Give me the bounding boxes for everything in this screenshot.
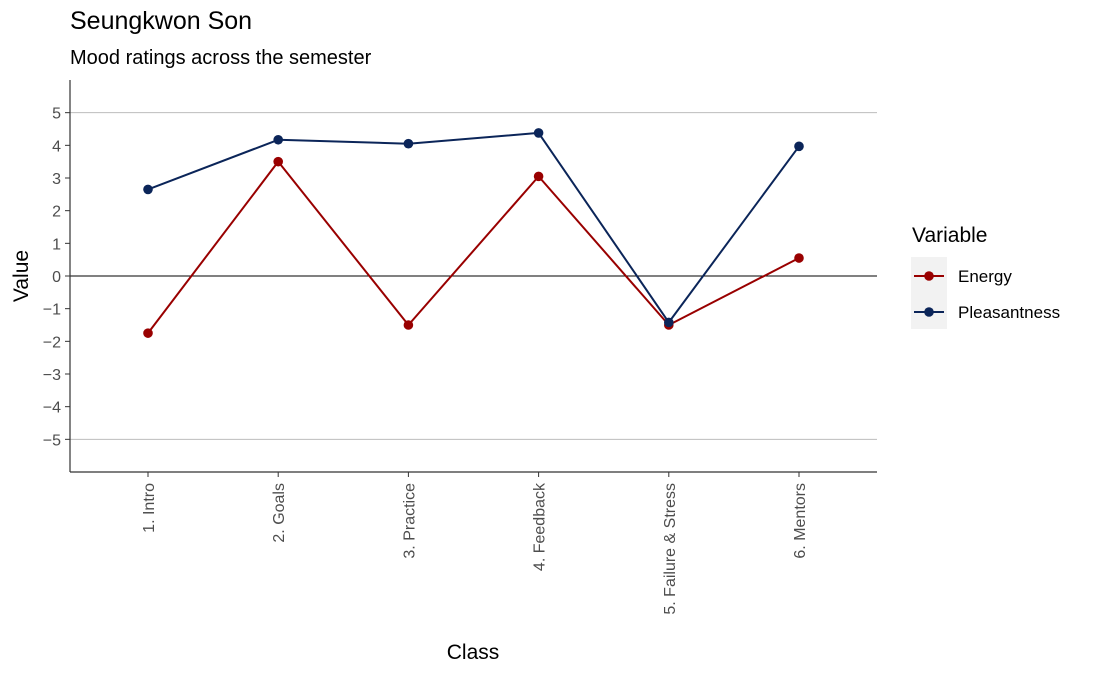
legend-key-background	[911, 257, 947, 329]
data-point-pleasantness	[794, 141, 804, 152]
data-point-pleasantness	[273, 134, 284, 145]
x-tick-label: 1. Intro	[141, 483, 158, 533]
y-tick-label: 3	[52, 171, 61, 188]
x-tick-label: 4. Feedback	[532, 482, 549, 571]
series-points	[143, 128, 804, 338]
y-tick-label: 4	[52, 138, 61, 155]
x-tick-label: 5. Failure & Stress	[662, 483, 679, 615]
y-tick-label: 1	[52, 236, 61, 253]
y-tick-label: −1	[43, 302, 61, 319]
chart-subtitle: Mood ratings across the semester	[70, 47, 372, 69]
legend-items: Energy Pleasantness	[914, 267, 1060, 322]
y-tick-label: −4	[43, 400, 61, 417]
y-tick-label: −5	[43, 432, 61, 449]
y-tick-label: 2	[52, 204, 61, 221]
data-point-pleasantness	[533, 128, 544, 138]
legend: Variable Energy Pleasantness	[911, 224, 1060, 329]
series-line-pleasantness	[147, 131, 800, 324]
x-axis-title: Class	[447, 641, 500, 664]
x-ticks: 1. Intro 2. Goals 3. Practice 4. Feedback 5.…	[141, 472, 809, 615]
y-tick-label: −3	[43, 367, 61, 384]
y-tick-label: 0	[52, 269, 61, 286]
y-axis-title: Value	[10, 250, 33, 302]
data-point-pleasantness	[403, 138, 414, 149]
data-point-energy	[273, 156, 284, 167]
x-tick-label: 6. Mentors	[792, 483, 809, 559]
series-lines	[147, 131, 800, 334]
legend-key-point-energy	[924, 271, 934, 281]
x-tick-label: 3. Practice	[401, 483, 418, 559]
data-point-energy	[794, 253, 804, 263]
chart-title: Seungkwon Son	[70, 7, 252, 35]
data-point-pleasantness	[664, 317, 674, 328]
legend-label-energy: Energy	[958, 267, 1012, 286]
x-tick-label: 2. Goals	[271, 483, 288, 543]
legend-label-pleasantness: Pleasantness	[958, 303, 1060, 322]
y-tick-label: −2	[43, 334, 61, 351]
data-point-energy	[403, 320, 414, 330]
y-ticks: 5 4 3 2 1 0 −1 −2 −3 −4 −5	[43, 106, 70, 449]
series-line-energy	[147, 160, 800, 334]
reference-lines	[70, 112, 877, 440]
data-point-energy	[143, 328, 153, 338]
legend-title: Variable	[912, 224, 988, 247]
y-tick-label: 5	[52, 106, 61, 123]
data-point-energy	[533, 171, 544, 182]
data-point-pleasantness	[143, 184, 153, 195]
legend-key-point-pleasantness	[924, 307, 934, 317]
